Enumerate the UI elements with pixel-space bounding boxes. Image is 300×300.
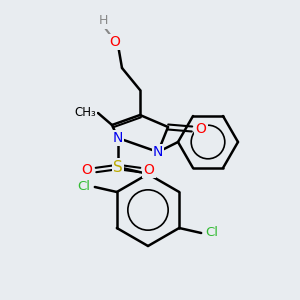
Text: N: N (113, 131, 123, 145)
Text: O: O (110, 35, 120, 49)
Text: O: O (82, 163, 92, 177)
Text: O: O (196, 122, 206, 136)
Text: S: S (113, 160, 123, 175)
Text: N: N (153, 145, 163, 159)
Text: CH₃: CH₃ (74, 106, 96, 118)
Text: H: H (98, 14, 108, 28)
Text: Cl: Cl (206, 226, 219, 239)
Text: Cl: Cl (77, 181, 90, 194)
Text: O: O (144, 163, 154, 177)
